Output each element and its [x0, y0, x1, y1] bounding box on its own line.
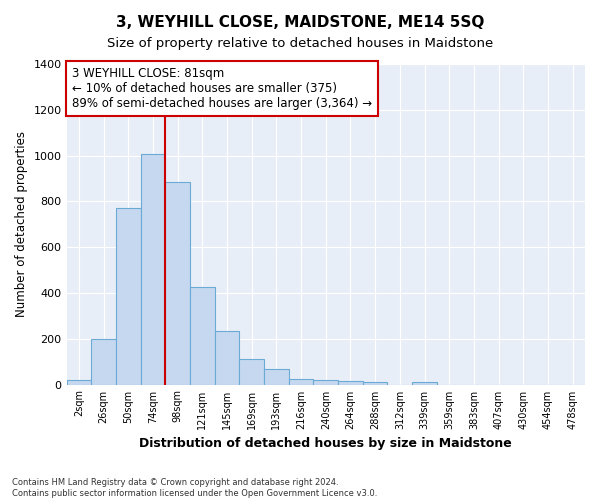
Bar — [190, 287, 215, 384]
Text: Contains HM Land Registry data © Crown copyright and database right 2024.
Contai: Contains HM Land Registry data © Crown c… — [12, 478, 377, 498]
Bar — [412, 382, 437, 384]
Bar — [363, 382, 388, 384]
Bar — [264, 368, 289, 384]
Text: 3 WEYHILL CLOSE: 81sqm
← 10% of detached houses are smaller (375)
89% of semi-de: 3 WEYHILL CLOSE: 81sqm ← 10% of detached… — [72, 67, 372, 110]
Y-axis label: Number of detached properties: Number of detached properties — [15, 132, 28, 318]
Bar — [140, 154, 165, 384]
Bar — [116, 208, 140, 384]
Text: 3, WEYHILL CLOSE, MAIDSTONE, ME14 5SQ: 3, WEYHILL CLOSE, MAIDSTONE, ME14 5SQ — [116, 15, 484, 30]
Bar — [165, 182, 190, 384]
Bar — [313, 380, 338, 384]
Bar — [239, 360, 264, 384]
X-axis label: Distribution of detached houses by size in Maidstone: Distribution of detached houses by size … — [139, 437, 512, 450]
Bar — [67, 380, 91, 384]
Bar — [91, 339, 116, 384]
Bar — [215, 330, 239, 384]
Bar — [289, 379, 313, 384]
Bar — [338, 381, 363, 384]
Text: Size of property relative to detached houses in Maidstone: Size of property relative to detached ho… — [107, 38, 493, 51]
